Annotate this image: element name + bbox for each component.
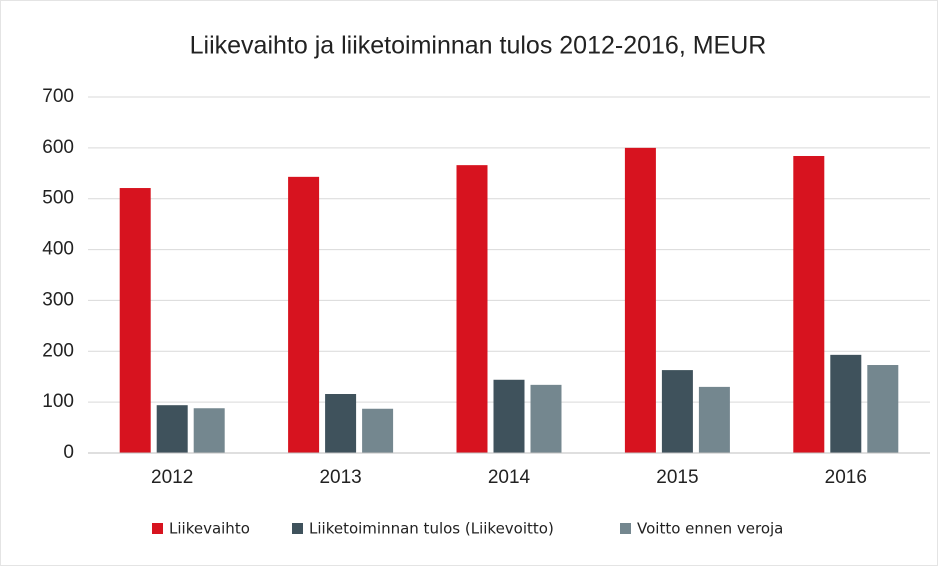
legend-label: Liiketoiminnan tulos (Liikevoitto)	[309, 520, 554, 538]
y-tick-label: 500	[42, 188, 74, 209]
bar	[362, 408, 394, 453]
y-tick-label: 700	[42, 86, 74, 107]
legend-swatch	[292, 523, 303, 534]
x-tick-label: 2014	[488, 467, 531, 488]
bar	[193, 408, 225, 453]
bar	[698, 386, 730, 453]
y-tick-label: 300	[42, 289, 74, 310]
bar	[793, 155, 825, 453]
bar	[456, 165, 488, 454]
y-tick-label: 600	[42, 137, 74, 158]
bar	[624, 147, 656, 453]
y-tick-label: 0	[63, 442, 74, 463]
bar	[119, 188, 151, 453]
bar	[288, 176, 320, 454]
x-tick-label: 2013	[319, 467, 361, 488]
y-tick-label: 400	[42, 239, 74, 260]
y-tick-label: 100	[42, 391, 74, 412]
bar	[156, 405, 188, 453]
bar	[830, 354, 862, 453]
x-tick-label: 2015	[656, 467, 698, 488]
bar	[325, 394, 357, 453]
bar	[661, 370, 693, 453]
legend-swatch	[620, 523, 631, 534]
legend-label: Voitto ennen veroja	[637, 520, 783, 538]
chart-title: Liikevaihto ja liiketoiminnan tulos 2012…	[190, 32, 767, 60]
bar	[530, 384, 562, 453]
legend-swatch	[152, 523, 163, 534]
bar	[493, 379, 525, 453]
y-tick-label: 200	[42, 340, 74, 361]
x-tick-label: 2016	[825, 467, 867, 488]
legend-label: Liikevaihto	[169, 520, 250, 538]
x-tick-label: 2012	[151, 467, 193, 488]
bar	[867, 365, 899, 453]
